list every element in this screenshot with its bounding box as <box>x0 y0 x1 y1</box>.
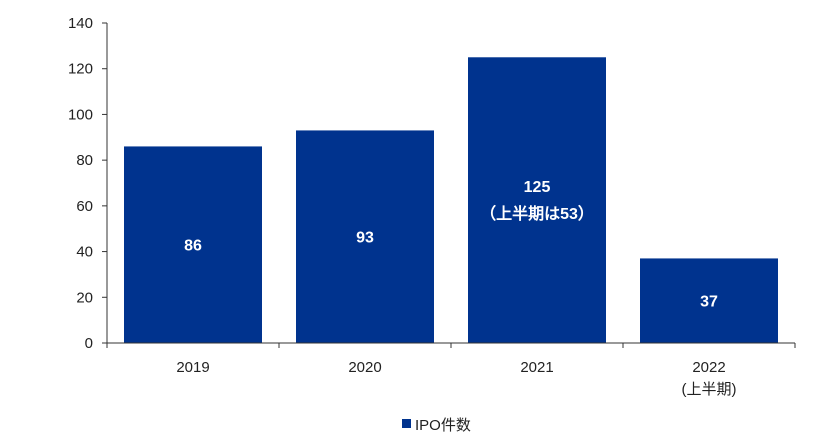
x-tick-label: 2020 <box>348 359 381 376</box>
y-tick-label: 0 <box>85 335 93 352</box>
data-label: 125 <box>524 179 551 196</box>
bar <box>640 258 778 343</box>
data-label: 86 <box>184 238 202 255</box>
y-tick-label: 40 <box>76 244 93 261</box>
data-label: 93 <box>356 230 374 247</box>
y-tick-label: 120 <box>68 61 93 78</box>
legend-label: IPO件数 <box>415 417 471 434</box>
legend-swatch <box>402 419 411 428</box>
y-tick-label: 140 <box>68 15 93 32</box>
x-tick-label: 2019 <box>176 359 209 376</box>
bar <box>124 146 262 343</box>
data-label-sub: （上半期は53） <box>480 204 594 223</box>
x-tick-label: 2022 <box>692 359 725 376</box>
y-tick-label: 60 <box>76 198 93 215</box>
bars: 86 93 125 （上半期は53） 37 <box>124 57 778 344</box>
x-axis: 2019 2020 2021 2022 (上半期) <box>106 342 796 398</box>
x-tick-label-sub: (上半期) <box>682 381 737 398</box>
x-tick-label: 2021 <box>520 359 553 376</box>
y-tick-label: 20 <box>76 289 93 306</box>
data-label: 37 <box>700 294 718 311</box>
bar <box>468 57 606 344</box>
y-axis: 0 20 40 60 80 100 120 140 <box>68 15 108 352</box>
y-tick-label: 80 <box>76 152 93 169</box>
bar <box>296 130 434 343</box>
legend: IPO件数 <box>402 417 471 434</box>
y-tick-label: 100 <box>68 106 93 123</box>
